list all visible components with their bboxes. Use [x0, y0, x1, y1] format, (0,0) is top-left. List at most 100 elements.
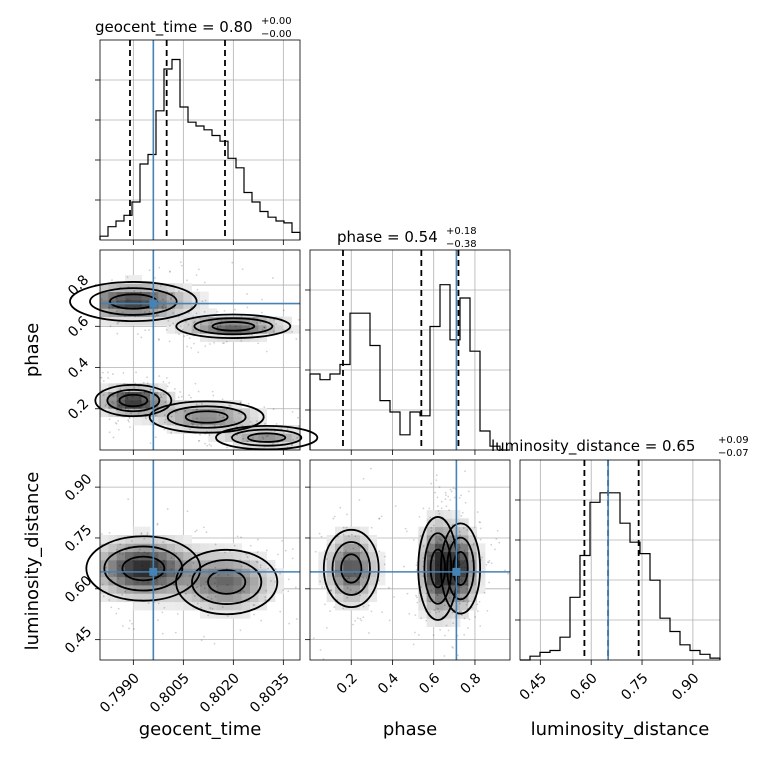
sample-point — [476, 603, 479, 606]
density-cell — [191, 291, 201, 301]
density-cell — [158, 535, 168, 544]
sample-point — [164, 306, 167, 309]
contour-line — [69, 281, 198, 323]
sample-point — [473, 542, 475, 545]
sample-point — [256, 561, 259, 564]
density-cell — [208, 568, 218, 578]
density-cell — [250, 568, 259, 578]
sample-point — [161, 584, 163, 586]
sample-point — [196, 417, 198, 420]
sample-point — [368, 632, 370, 634]
density-cell — [241, 610, 251, 619]
density-cell — [200, 425, 209, 434]
sample-point — [112, 436, 115, 439]
x-tick-label: 0.8035 — [247, 670, 293, 716]
density-cell — [166, 560, 176, 569]
truth-marker — [149, 567, 158, 576]
density-cell — [258, 325, 268, 334]
sample-point — [225, 340, 228, 343]
sample-point — [180, 264, 183, 267]
contour-line — [94, 383, 173, 418]
sample-point — [242, 589, 244, 592]
sample-point — [116, 297, 118, 300]
sample-point — [467, 600, 470, 603]
density-cell — [318, 551, 328, 561]
sample-point — [439, 545, 442, 548]
sample-point — [479, 521, 482, 524]
density-cell — [233, 551, 243, 561]
sample-point — [204, 442, 207, 445]
sample-point — [345, 526, 348, 529]
ylabel-luminosity-distance: luminosity_distance — [22, 472, 43, 651]
density-cell — [258, 601, 268, 611]
sample-point — [154, 316, 156, 318]
density-cell — [468, 560, 478, 569]
sample-point — [252, 437, 254, 439]
sample-point — [211, 607, 214, 610]
density-cell — [183, 291, 193, 301]
sample-point — [145, 417, 147, 420]
sample-point — [214, 566, 217, 569]
sample-point — [329, 610, 331, 612]
sample-point — [196, 288, 199, 291]
contours-layer — [69, 281, 482, 621]
sample-point — [136, 333, 139, 335]
sample-point — [129, 426, 131, 428]
density-cell — [166, 308, 176, 318]
sample-point — [147, 581, 150, 584]
density-cell — [343, 526, 353, 536]
density-cell — [183, 560, 193, 569]
sample-point — [205, 580, 208, 583]
density-cell — [418, 535, 428, 544]
sample-point — [346, 513, 348, 516]
sample-point — [463, 559, 466, 562]
sample-point — [261, 328, 264, 331]
sample-point — [136, 581, 139, 584]
sample-point — [459, 563, 462, 566]
sample-point — [223, 342, 225, 344]
sample-point — [429, 611, 432, 614]
density-cell — [183, 408, 193, 418]
sample-point — [346, 587, 349, 589]
title-phase: phase = 0.54 — [337, 228, 438, 246]
density-cell — [266, 433, 276, 443]
sample-point — [435, 544, 438, 547]
density-cell — [208, 316, 218, 326]
sample-point — [429, 577, 432, 580]
sample-point — [496, 529, 499, 532]
density-cell — [233, 408, 243, 418]
sample-point — [140, 532, 143, 535]
sample-point — [108, 431, 111, 434]
sample-point — [464, 501, 467, 504]
sample-point — [416, 601, 419, 604]
density-cell — [150, 416, 159, 426]
sample-point — [199, 433, 201, 436]
density-cell — [208, 543, 218, 553]
sample-point — [504, 569, 506, 572]
density-cell — [150, 576, 159, 586]
sample-point — [178, 333, 180, 336]
density-cell — [183, 325, 193, 334]
sample-point — [275, 323, 278, 326]
density-cell — [376, 560, 386, 569]
sample-point — [121, 311, 124, 314]
sample-point — [274, 580, 277, 583]
sample-point — [190, 396, 192, 399]
sample-point — [127, 419, 130, 421]
sample-point — [121, 553, 124, 556]
density-cell — [191, 416, 201, 426]
density-cell — [368, 568, 378, 578]
sample-point — [138, 301, 141, 304]
density-cell — [116, 568, 126, 578]
sample-point — [184, 593, 187, 595]
sample-point — [418, 515, 421, 518]
sample-point — [380, 515, 383, 518]
sample-point — [458, 610, 461, 613]
sample-point — [155, 578, 158, 581]
sample-point — [218, 414, 221, 417]
sample-point — [195, 274, 198, 276]
sample-point — [438, 486, 441, 489]
sample-point — [117, 577, 120, 580]
sample-point — [476, 511, 479, 513]
density-cell — [166, 568, 176, 578]
